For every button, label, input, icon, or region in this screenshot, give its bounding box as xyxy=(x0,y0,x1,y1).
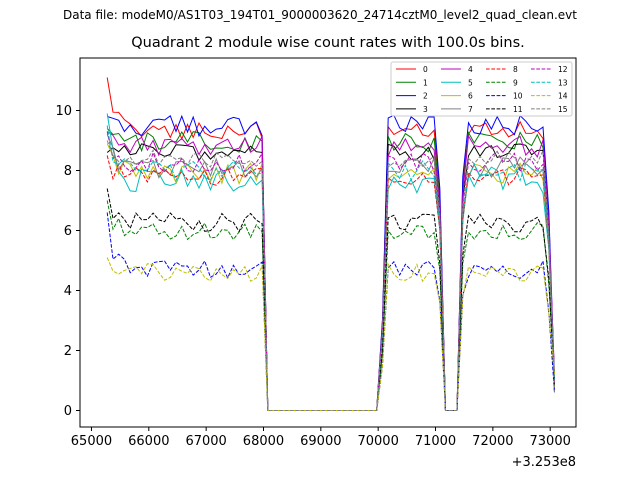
legend-label: 6 xyxy=(468,92,473,101)
y-tick-label: 0 xyxy=(64,404,72,419)
x-tick-label: 72000 xyxy=(472,434,513,449)
series-line-9 xyxy=(106,200,555,411)
series-line-10 xyxy=(106,212,555,411)
x-tick-label: 73000 xyxy=(530,434,571,449)
y-tick-label: 10 xyxy=(55,104,72,119)
legend-label: 7 xyxy=(468,105,473,114)
data-file-title: Data file: modeM0/AS1T03_194T01_90000036… xyxy=(63,8,577,22)
legend-label: 3 xyxy=(423,105,428,114)
chart-title: Quadrant 2 module wise count rates with … xyxy=(131,35,525,51)
series-line-8 xyxy=(106,155,555,411)
legend-label: 13 xyxy=(558,78,568,87)
legend-label: 4 xyxy=(468,65,473,74)
y-tick-label: 4 xyxy=(64,284,72,299)
y-tick-label: 8 xyxy=(64,164,72,179)
x-offset-label: +3.253e8 xyxy=(512,455,576,470)
legend-label: 0 xyxy=(423,65,428,74)
series-line-14 xyxy=(106,257,555,411)
x-tick-label: 69000 xyxy=(300,434,341,449)
x-tick-label: 68000 xyxy=(243,434,284,449)
plot-frame xyxy=(79,57,577,428)
x-tick-label: 65000 xyxy=(71,434,112,449)
x-tick-label: 70000 xyxy=(357,434,398,449)
legend-label: 8 xyxy=(513,65,518,74)
x-tick-label: 67000 xyxy=(185,434,226,449)
legend-label: 1 xyxy=(423,78,428,87)
series-line-11 xyxy=(106,188,555,411)
legend-label: 11 xyxy=(513,105,523,114)
legend-label: 10 xyxy=(513,92,523,101)
legend-label: 2 xyxy=(423,92,428,101)
y-tick-label: 2 xyxy=(64,344,72,359)
series-line-6 xyxy=(106,143,555,411)
legend-label: 5 xyxy=(468,78,473,87)
y-tick-label: 6 xyxy=(64,224,72,239)
legend-label: 15 xyxy=(558,105,568,114)
series-line-2 xyxy=(107,114,555,411)
legend-box xyxy=(390,61,573,117)
x-tick-label: 66000 xyxy=(128,434,169,449)
series-line-12 xyxy=(106,131,555,411)
legend-label: 12 xyxy=(558,65,568,74)
legend-label: 14 xyxy=(558,92,568,101)
series-line-15 xyxy=(106,140,555,411)
legend-label: 9 xyxy=(513,78,518,87)
x-tick-label: 71000 xyxy=(415,434,456,449)
